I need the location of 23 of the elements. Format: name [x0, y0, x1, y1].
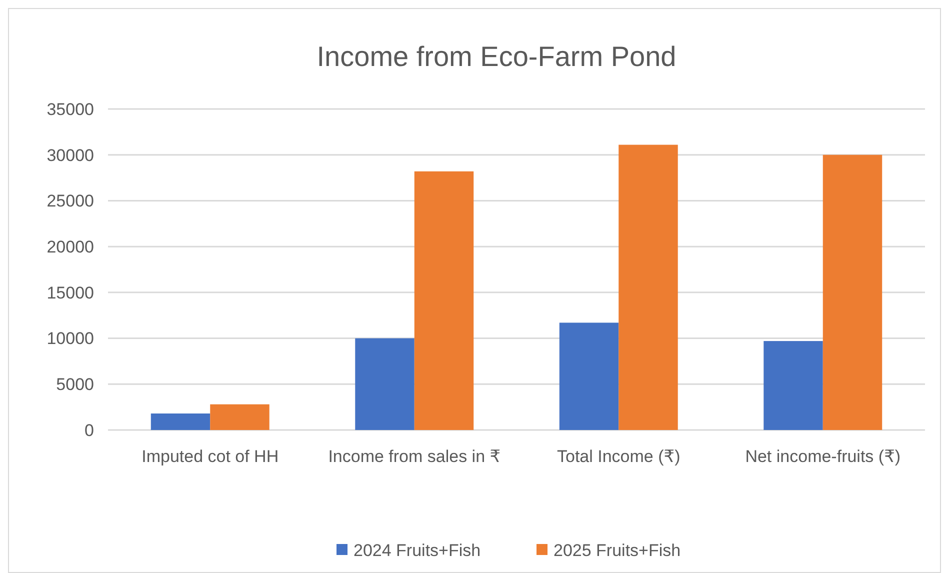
bar	[618, 144, 678, 430]
y-tick-label: 25000	[46, 192, 94, 211]
bar	[355, 338, 414, 430]
legend-label: 2025 Fruits+Fish	[554, 540, 681, 560]
chart-title: Income from Eco-Farm Pond	[316, 41, 676, 72]
y-tick-label: 35000	[46, 100, 94, 119]
y-tick-label: 30000	[46, 146, 94, 165]
y-tick-label: 15000	[46, 283, 94, 302]
bar	[764, 341, 823, 430]
x-tick-label: Total Income (₹)	[557, 447, 680, 466]
y-tick-label: 0	[84, 420, 94, 440]
bar	[559, 322, 619, 430]
y-tick-label: 10000	[46, 329, 94, 348]
x-tick-label: Net income-fruits (₹)	[745, 447, 901, 466]
y-tick-label: 20000	[46, 238, 94, 257]
x-tick-label: Imputed cot of HH	[142, 447, 279, 466]
legend-label: 2024 Fruits+Fish	[354, 540, 481, 560]
bar	[210, 404, 270, 430]
x-tick-label: Income from sales in ₹	[328, 447, 501, 466]
bar	[414, 171, 474, 430]
y-tick-label: 5000	[56, 375, 94, 394]
bar	[150, 413, 210, 430]
bar	[822, 154, 882, 430]
